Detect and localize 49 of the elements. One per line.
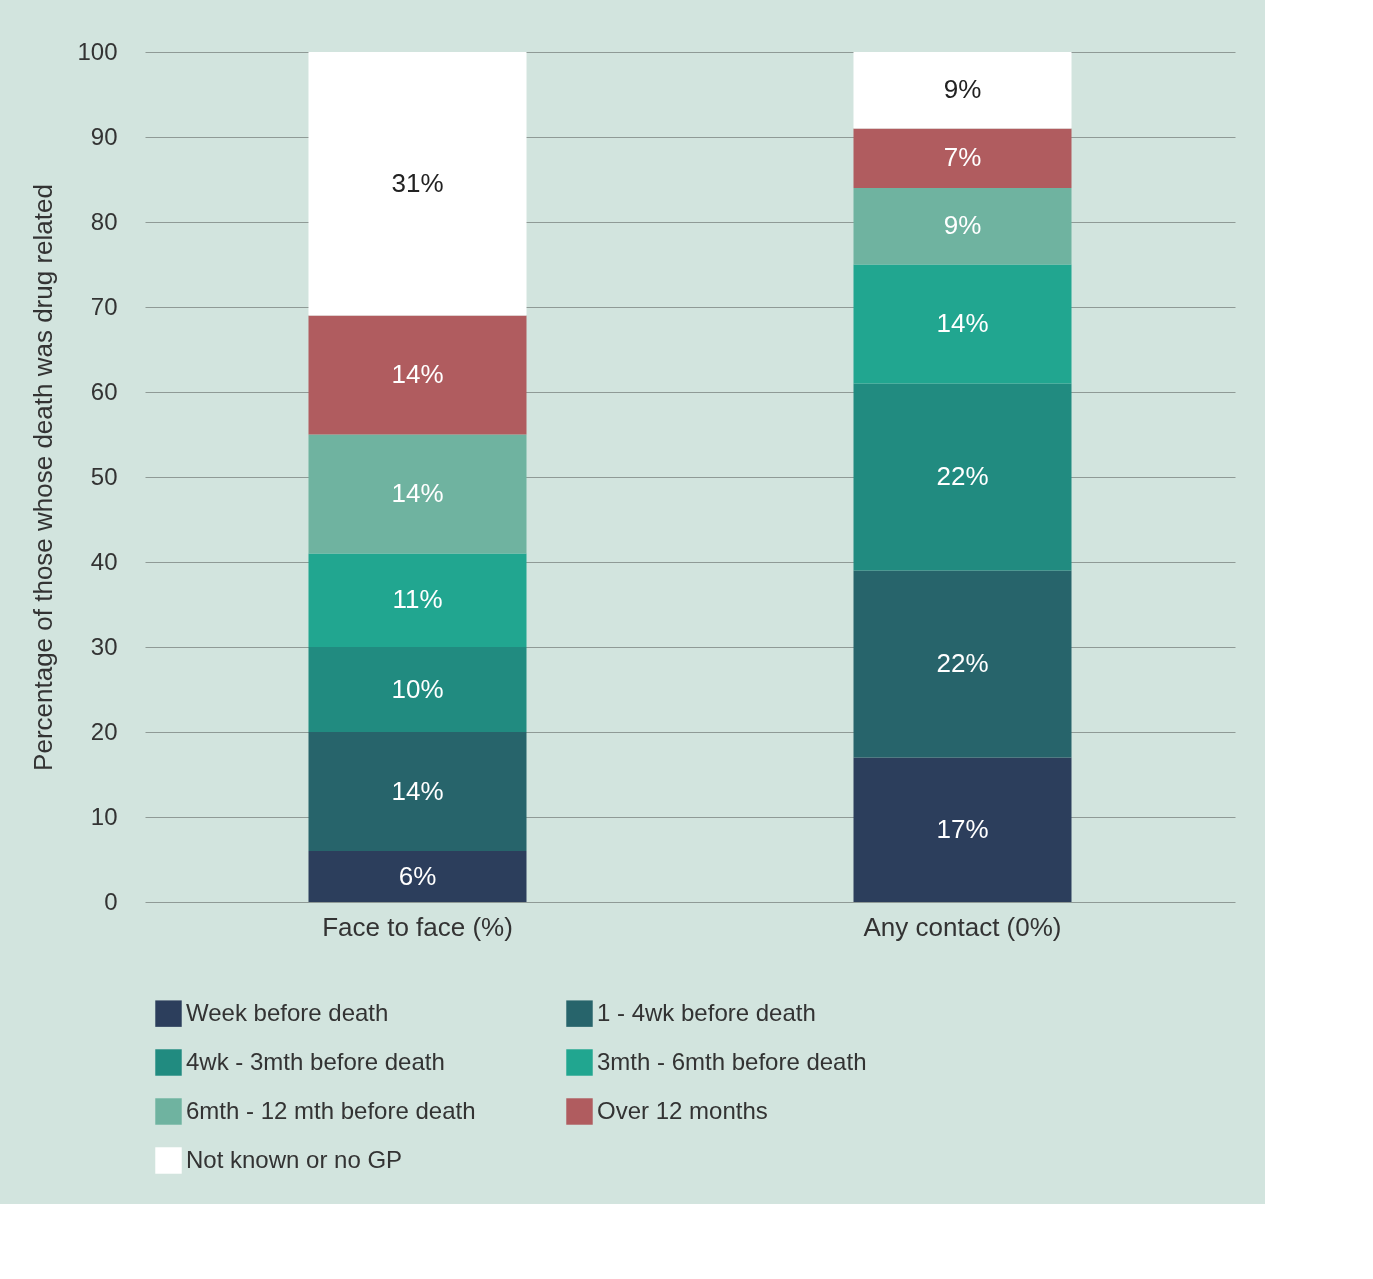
bar bbox=[853, 570, 1072, 758]
legend-label: Week before death bbox=[186, 998, 389, 1026]
data-label: 9% bbox=[943, 210, 982, 241]
data-label: 11% bbox=[392, 584, 443, 615]
y-tick-label: 100 bbox=[77, 37, 118, 65]
legend-label: 6mth - 12 mth before death bbox=[186, 1096, 476, 1124]
bar bbox=[308, 732, 527, 851]
bar bbox=[308, 52, 527, 316]
legend-label: Not known or no GP bbox=[186, 1145, 403, 1173]
y-tick-label: 60 bbox=[90, 377, 118, 405]
data-label: 14% bbox=[391, 359, 444, 389]
y-tick-label: 70 bbox=[90, 292, 118, 320]
y-tick-label: 40 bbox=[90, 547, 118, 575]
bar bbox=[308, 553, 527, 647]
legend-label: 4wk - 3mth before death bbox=[186, 1047, 445, 1075]
data-label: 14% bbox=[936, 308, 989, 338]
data-label: 7% bbox=[943, 142, 982, 173]
bar bbox=[853, 383, 1072, 571]
y-tick-label: 50 bbox=[90, 462, 118, 490]
y-tick-label: 20 bbox=[90, 717, 118, 745]
data-label: 31% bbox=[391, 167, 444, 198]
y-tick-label: 10 bbox=[90, 802, 118, 830]
x-tick-label: Face to face (%) bbox=[322, 911, 513, 942]
data-label: 10% bbox=[391, 673, 444, 704]
bar bbox=[308, 434, 527, 554]
bar bbox=[308, 647, 527, 732]
x-tick-label: Any contact (0%) bbox=[863, 911, 1062, 942]
data-label: 17% bbox=[936, 813, 989, 844]
bar bbox=[853, 128, 1072, 188]
data-label: 6% bbox=[398, 860, 437, 891]
y-axis-title: Percentage of those whose death was drug related bbox=[28, 184, 59, 771]
y-tick-label: 0 bbox=[104, 887, 118, 915]
data-label: 22% bbox=[936, 461, 989, 491]
legend-label: Over 12 months bbox=[597, 1096, 768, 1124]
bar bbox=[308, 315, 527, 435]
bar bbox=[853, 757, 1072, 902]
data-label: 14% bbox=[391, 775, 444, 806]
y-tick-label: 30 bbox=[90, 632, 118, 660]
legend-label: 1 - 4wk before death bbox=[597, 998, 816, 1026]
y-tick-label: 80 bbox=[90, 207, 118, 235]
data-label: 22% bbox=[936, 648, 989, 678]
bar bbox=[308, 851, 527, 902]
data-label: 9% bbox=[943, 74, 982, 105]
legend-label: 3mth - 6mth before death bbox=[597, 1047, 867, 1075]
bar bbox=[853, 264, 1072, 384]
bar bbox=[853, 52, 1072, 129]
y-tick-label: 90 bbox=[90, 122, 118, 150]
data-label: 14% bbox=[391, 478, 444, 508]
bar bbox=[853, 188, 1072, 265]
